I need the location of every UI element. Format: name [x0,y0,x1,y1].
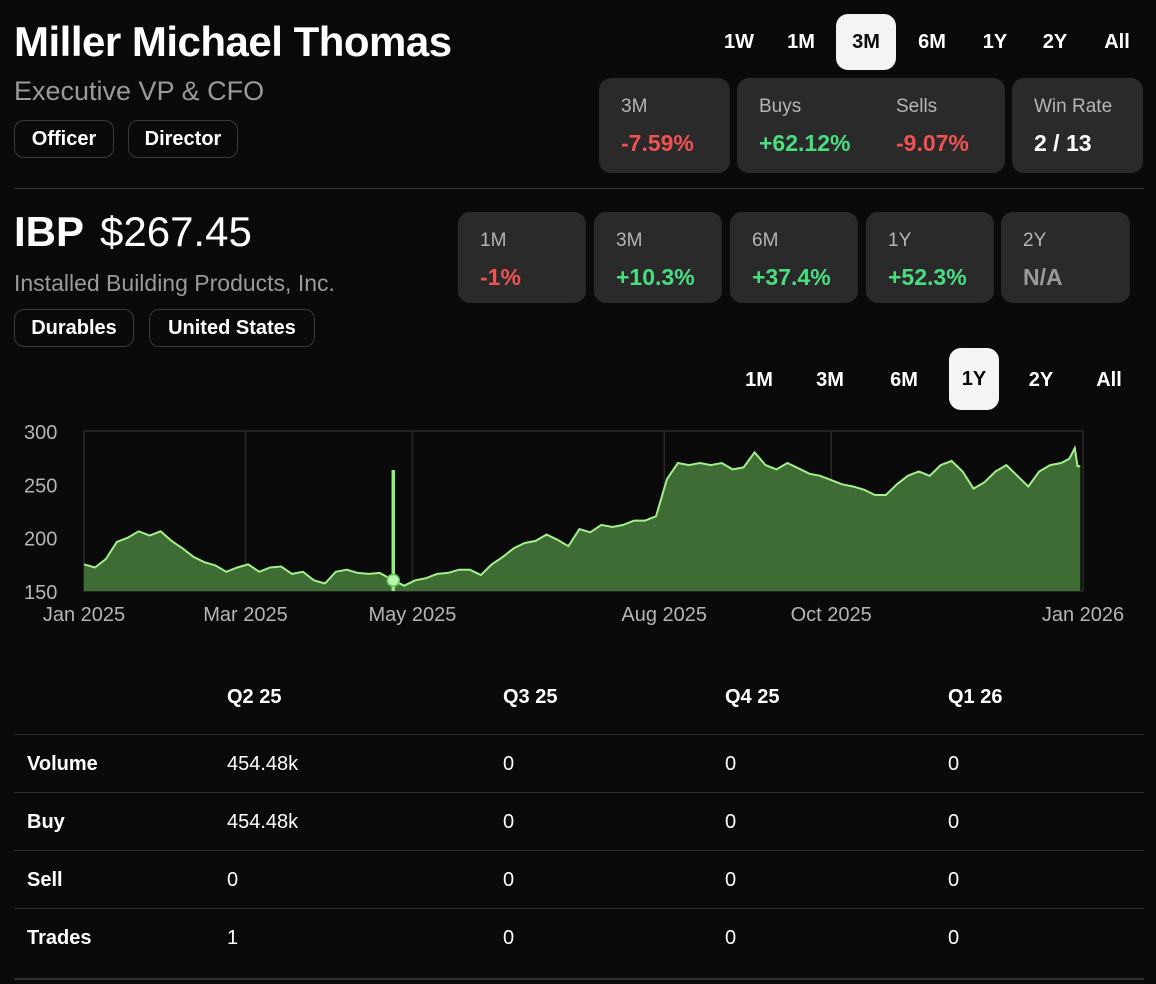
price-chart[interactable]: 300 250 200 150 Jan 2025 Mar 2025 May 2025 Aug… [0,415,1156,635]
insider-timeframe-6m[interactable]: 6M [918,30,946,53]
return-label: 6M [752,230,779,251]
trade-marker-dot[interactable] [386,573,401,588]
y-axis: 300 250 200 150 [24,422,57,604]
chart-timeframe-1y[interactable]: 1Y [949,348,999,410]
table-cell: 0 [725,869,737,891]
stock-price: $267.45 [100,208,252,255]
x-tick-label: Oct 2025 [791,604,872,626]
stock-return-1y: 1Y +52.3% [866,212,994,303]
x-tick-label: May 2025 [369,604,457,626]
stock-ticker: IBP [14,208,85,255]
row-label: Sell [27,869,63,891]
trade-marker [386,470,401,591]
column-header-q2-25: Q2 25 [227,686,282,708]
x-tick-label: Mar 2025 [203,604,288,626]
stat-value: 2 / 13 [1034,130,1092,156]
table-bottom-border [14,978,1144,980]
stock-return-2y: 2Y N/A [1001,212,1130,303]
table-row-volume: Volume 454.48k 0 0 0 [14,734,1144,792]
table-row-sell: Sell 0 0 0 0 [14,850,1144,908]
chart-timeframe-all[interactable]: All [1096,368,1122,391]
stat-value: -9.07% [896,130,969,156]
table-cell: 0 [503,869,515,891]
tag-officer: Officer [14,120,114,158]
x-tick-label: Jan 2025 [43,604,125,626]
chart-timeframe-1m[interactable]: 1M [745,368,773,391]
return-value: N/A [1023,264,1063,290]
tag-sector: Durables [14,309,134,347]
stat-value: +62.12% [759,130,851,156]
return-label: 1Y [888,230,912,251]
return-value: +10.3% [616,264,695,290]
row-label: Buy [27,811,65,833]
y-tick-label: 200 [24,529,57,551]
return-value: -1% [480,264,521,290]
row-label: Volume [27,753,98,775]
table-cell: 0 [725,753,737,775]
return-label: 3M [616,230,643,251]
insider-timeframe-all[interactable]: All [1104,30,1130,53]
table-row-trades: Trades 1 0 0 0 [14,908,1144,966]
table-cell: 0 [948,927,960,949]
stock-return-6m: 6M +37.4% [730,212,858,303]
price-line [83,444,1081,587]
tag-country: United States [149,309,315,347]
table-cell: 0 [948,753,960,775]
table-cell: 0 [503,753,515,775]
insider-timeframe-2y[interactable]: 2Y [1042,30,1068,53]
table-cell: 0 [948,811,960,833]
y-tick-label: 150 [24,582,57,604]
y-tick-label: 250 [24,475,57,497]
insider-stat-sells: Sells -9.07% [874,78,1005,173]
insider-timeframe-1w[interactable]: 1W [724,30,754,53]
row-label: Trades [27,927,92,949]
table-cell: 0 [948,869,960,891]
insider-timeframe-1m[interactable]: 1M [787,30,815,53]
price-area [84,448,1081,591]
table-cell: 454.48k [227,811,299,833]
table-cell: 0 [725,927,737,949]
insider-stat-3m: 3M -7.59% [599,78,730,173]
company-name: Installed Building Products, Inc. [14,270,335,296]
stat-label: 3M [621,96,648,117]
stat-label: Buys [759,96,802,117]
chart-timeframe-6m[interactable]: 6M [890,368,918,391]
chart-timeframe-2y[interactable]: 2Y [1028,368,1054,391]
insider-timeframe-1y[interactable]: 1Y [982,30,1008,53]
chart-timeframe-3m[interactable]: 3M [816,368,844,391]
section-divider [14,188,1144,189]
table-row-buy: Buy 454.48k 0 0 0 [14,792,1144,850]
x-tick-label: Aug 2025 [621,604,707,626]
insider-timeframe-3m[interactable]: 3M [836,14,896,70]
table-cell: 1 [227,927,239,949]
return-value: +52.3% [888,264,967,290]
stat-label: Sells [896,96,938,117]
tag-director: Director [128,120,238,158]
column-header-q1-26: Q1 26 [948,686,1003,708]
insider-stat-win-rate: Win Rate 2 / 13 [1012,78,1143,173]
stat-label: Win Rate [1034,96,1113,117]
table-cell: 0 [503,927,515,949]
x-tick-label: Jan 2026 [1042,604,1124,626]
insider-stat-buys: Buys +62.12% [737,78,1005,173]
x-axis: Jan 2025 Mar 2025 May 2025 Aug 2025 Oct 2025… [43,604,1124,626]
return-value: +37.4% [752,264,831,290]
return-label: 1M [480,230,507,251]
return-label: 2Y [1023,230,1047,251]
y-tick-label: 300 [24,422,57,444]
table-cell: 454.48k [227,753,299,775]
column-header-q4-25: Q4 25 [725,686,780,708]
table-cell: 0 [503,811,515,833]
insider-name: Miller Michael Thomas [14,18,452,65]
table-cell: 0 [227,869,239,891]
stock-return-3m: 3M +10.3% [594,212,722,303]
table-cell: 0 [725,811,737,833]
insider-title: Executive VP & CFO [14,76,265,106]
stat-value: -7.59% [621,130,694,156]
stock-return-1m: 1M -1% [458,212,586,303]
column-header-q3-25: Q3 25 [503,686,558,708]
